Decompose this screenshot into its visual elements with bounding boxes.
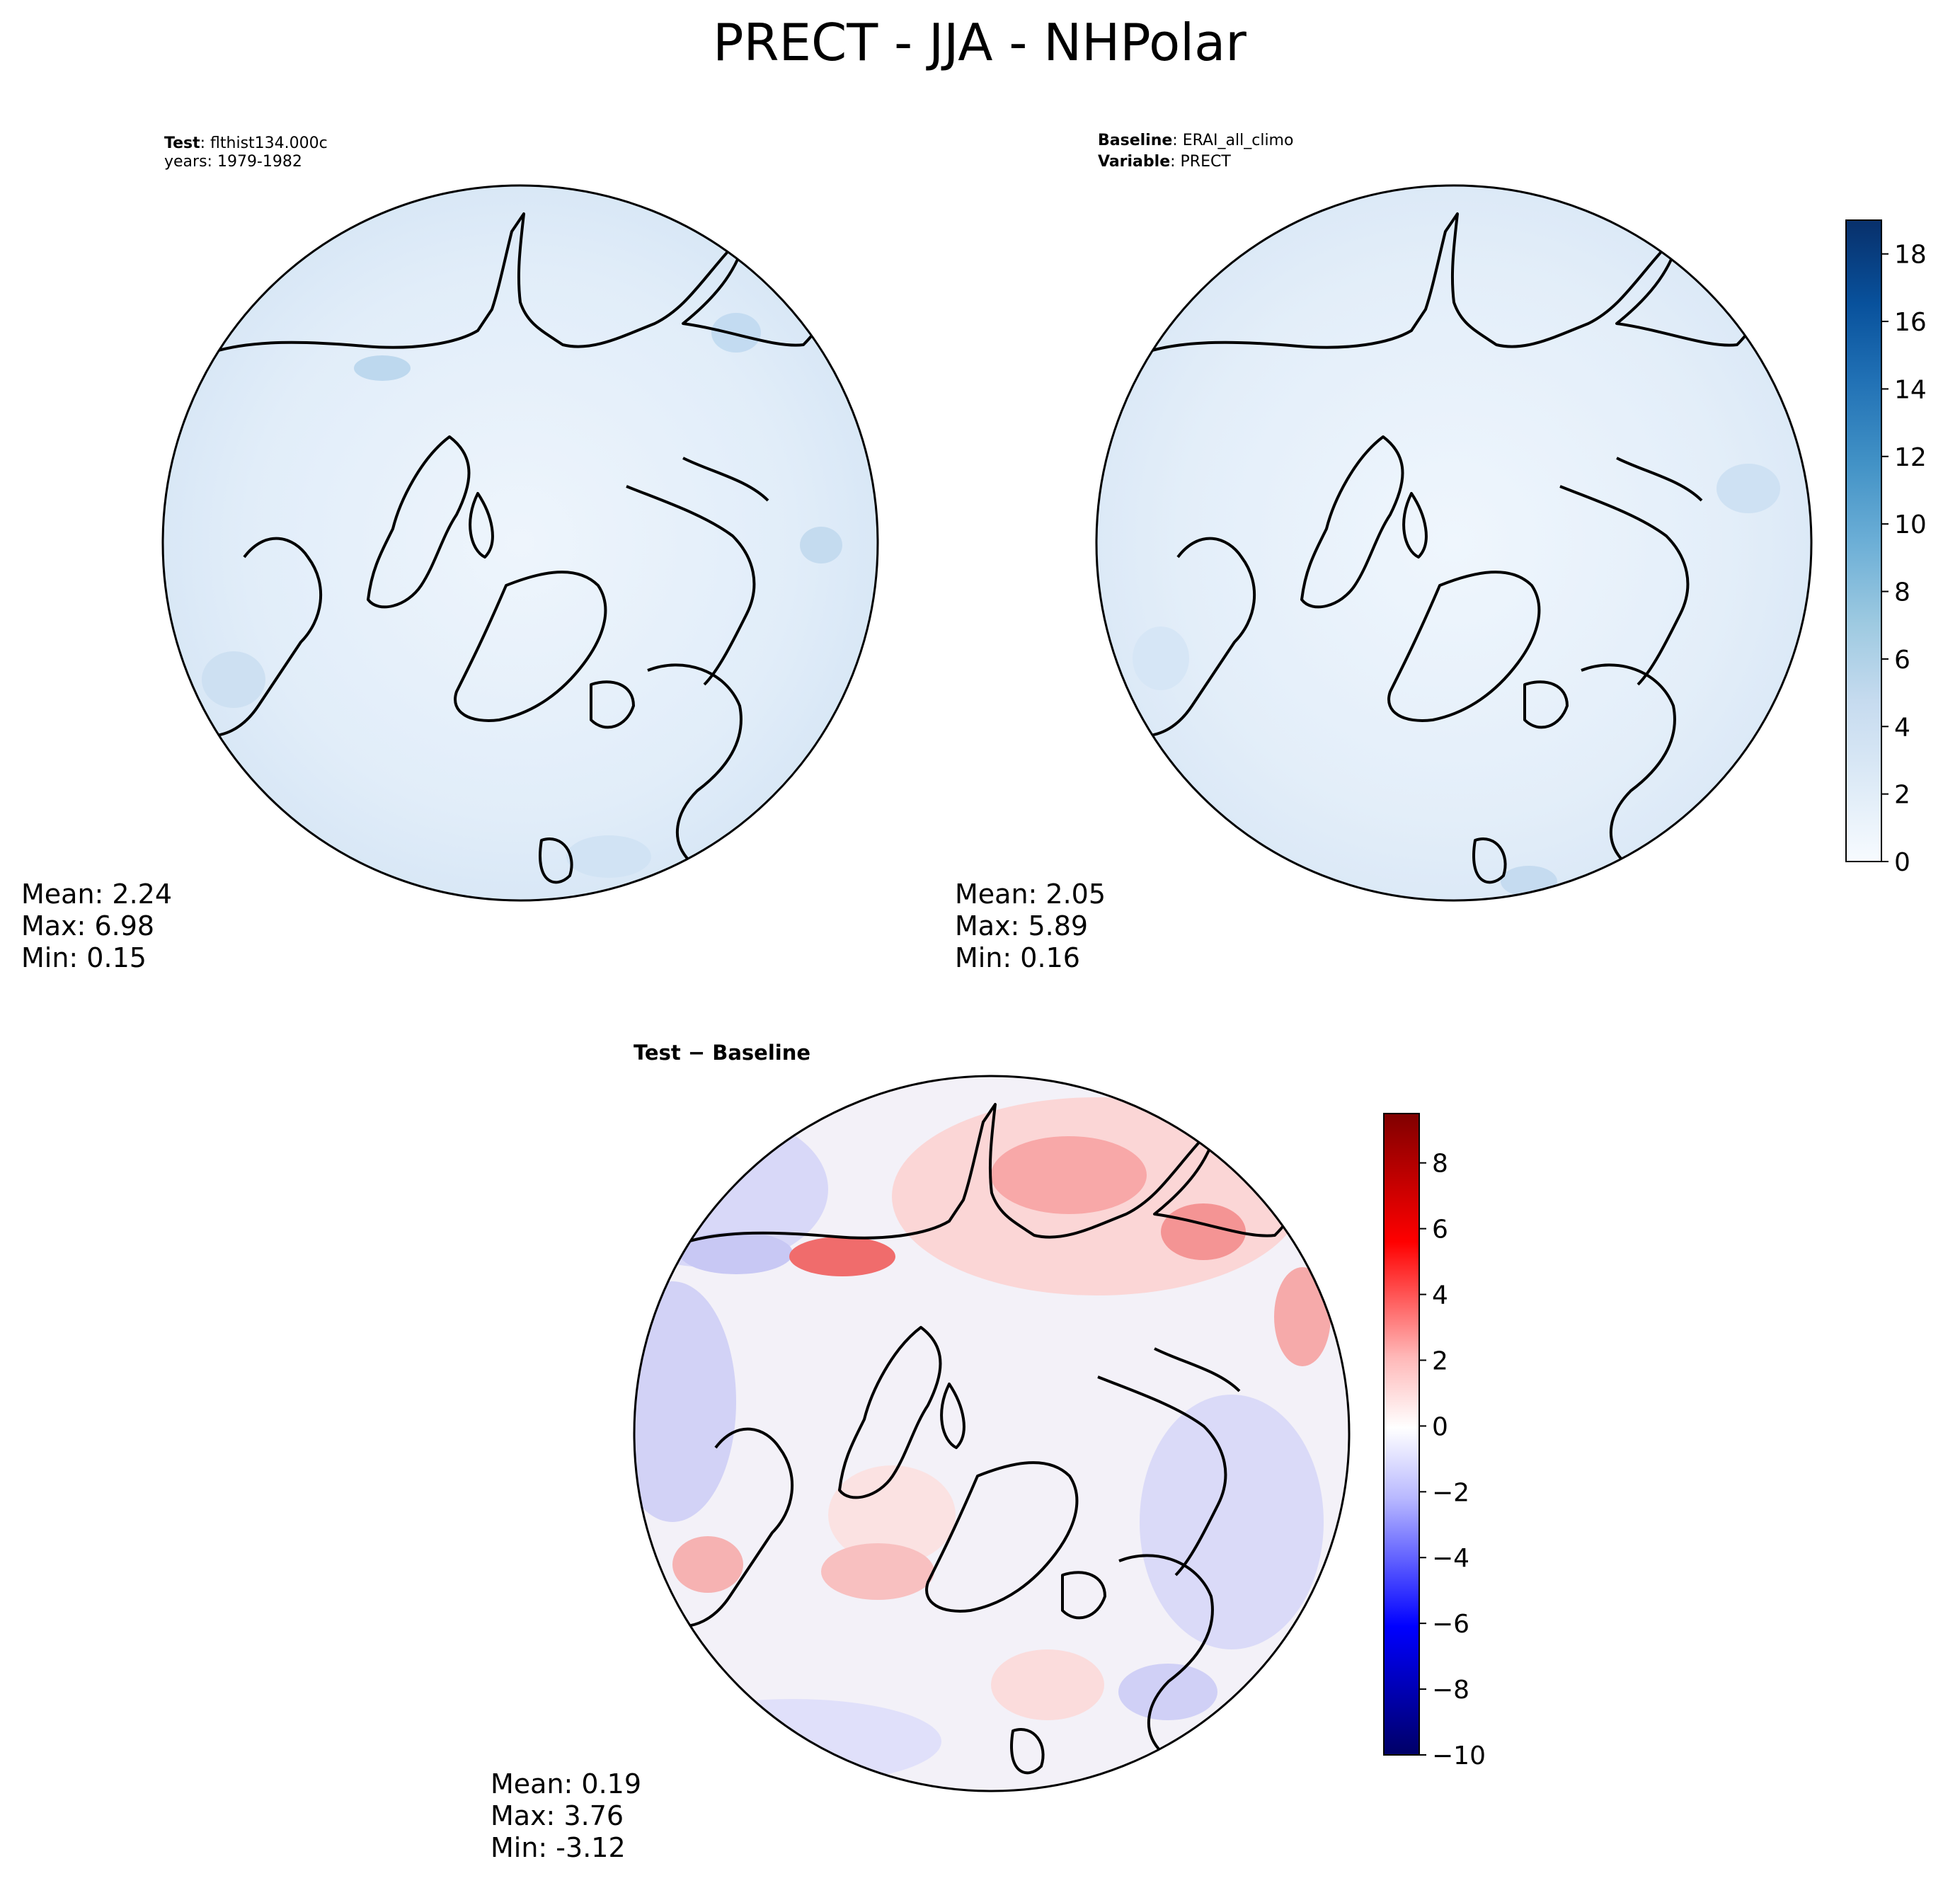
- difference-mean: Mean: 0.19: [491, 1768, 641, 1800]
- difference-title: Test − Baseline: [634, 1041, 810, 1065]
- test-label-key: Test: [164, 135, 200, 152]
- bwr-colorbar: −10 −8 −6 −4 −2 0 2 4 6 8: [1383, 1113, 1486, 1770]
- bwr-colorbar-ticks: −10 −8 −6 −4 −2 0 2 4 6 8: [1419, 1150, 1486, 1770]
- bwr-colorbar-tick-label: 0: [1432, 1412, 1448, 1441]
- test-max: Max: 6.98: [21, 910, 154, 942]
- difference-max: Max: 3.76: [491, 1800, 624, 1831]
- baseline-panel: Baseline: ERAI_all_climo Variable: PRECT…: [955, 132, 1813, 973]
- blues-colorbar-tick-label: 10: [1894, 510, 1927, 539]
- blues-colorbar-tick-label: 16: [1894, 308, 1927, 337]
- baseline-label-value: : ERAI_all_climo: [1172, 132, 1293, 149]
- blues-colorbar-tick-label: 4: [1894, 713, 1910, 742]
- bwr-colorbar-tick-label: 4: [1432, 1281, 1448, 1310]
- test-min: Min: 0.15: [21, 942, 147, 973]
- baseline-variable-key: Variable: [1098, 153, 1170, 171]
- blues-colorbar-bar: [1845, 219, 1882, 862]
- test-mean: Mean: 2.24: [21, 879, 172, 910]
- baseline-variable-line: Variable: PRECT: [1098, 153, 1231, 171]
- test-panel: Test: flthist134.000c years: 1979-1982 M…: [21, 135, 879, 973]
- baseline-mean: Mean: 2.05: [955, 879, 1106, 910]
- difference-map: [634, 1076, 1349, 1791]
- figure-title: PRECT - JJA - NHPolar: [713, 13, 1247, 72]
- baseline-label-key: Baseline: [1098, 132, 1172, 149]
- test-map: [163, 185, 878, 900]
- bwr-colorbar-bar: [1383, 1113, 1420, 1756]
- bwr-colorbar-tick-label: 2: [1432, 1346, 1448, 1375]
- baseline-label-line: Baseline: ERAI_all_climo: [1098, 132, 1293, 149]
- baseline-max: Max: 5.89: [955, 910, 1088, 942]
- bwr-colorbar-tick-label: −6: [1432, 1610, 1469, 1639]
- baseline-map: [1096, 185, 1811, 900]
- blues-colorbar-tick-label: 14: [1894, 375, 1927, 404]
- bwr-colorbar-tick-label: −8: [1432, 1676, 1469, 1705]
- blues-colorbar-tick-label: 12: [1894, 443, 1927, 472]
- test-years: years: 1979-1982: [164, 153, 302, 171]
- test-label-line: Test: flthist134.000c: [164, 135, 328, 152]
- blues-colorbar: 0 2 4 6 8 10 12 14 16 18: [1845, 219, 1927, 877]
- blues-colorbar-tick-label: 18: [1894, 241, 1927, 270]
- bwr-colorbar-tick-label: 6: [1432, 1215, 1448, 1245]
- blues-colorbar-tick-label: 2: [1894, 781, 1910, 810]
- difference-min: Min: -3.12: [491, 1832, 626, 1863]
- bwr-colorbar-tick-label: 8: [1432, 1150, 1448, 1179]
- test-label-value: : flthist134.000c: [200, 135, 328, 152]
- baseline-variable-value: : PRECT: [1170, 153, 1231, 171]
- blues-colorbar-tick-label: 0: [1894, 848, 1910, 877]
- bwr-colorbar-tick-label: −2: [1432, 1478, 1469, 1507]
- bwr-colorbar-tick-label: −10: [1432, 1741, 1486, 1770]
- baseline-min: Min: 0.16: [955, 942, 1080, 973]
- bwr-colorbar-tick-label: −4: [1432, 1544, 1469, 1573]
- blues-colorbar-tick-label: 6: [1894, 646, 1910, 675]
- blues-colorbar-ticks: 0 2 4 6 8 10 12 14 16 18: [1881, 241, 1927, 877]
- difference-panel: Test − Baseline Mean: 0.19 Max: 3.76: [491, 1041, 1351, 1863]
- blues-colorbar-tick-label: 8: [1894, 578, 1910, 607]
